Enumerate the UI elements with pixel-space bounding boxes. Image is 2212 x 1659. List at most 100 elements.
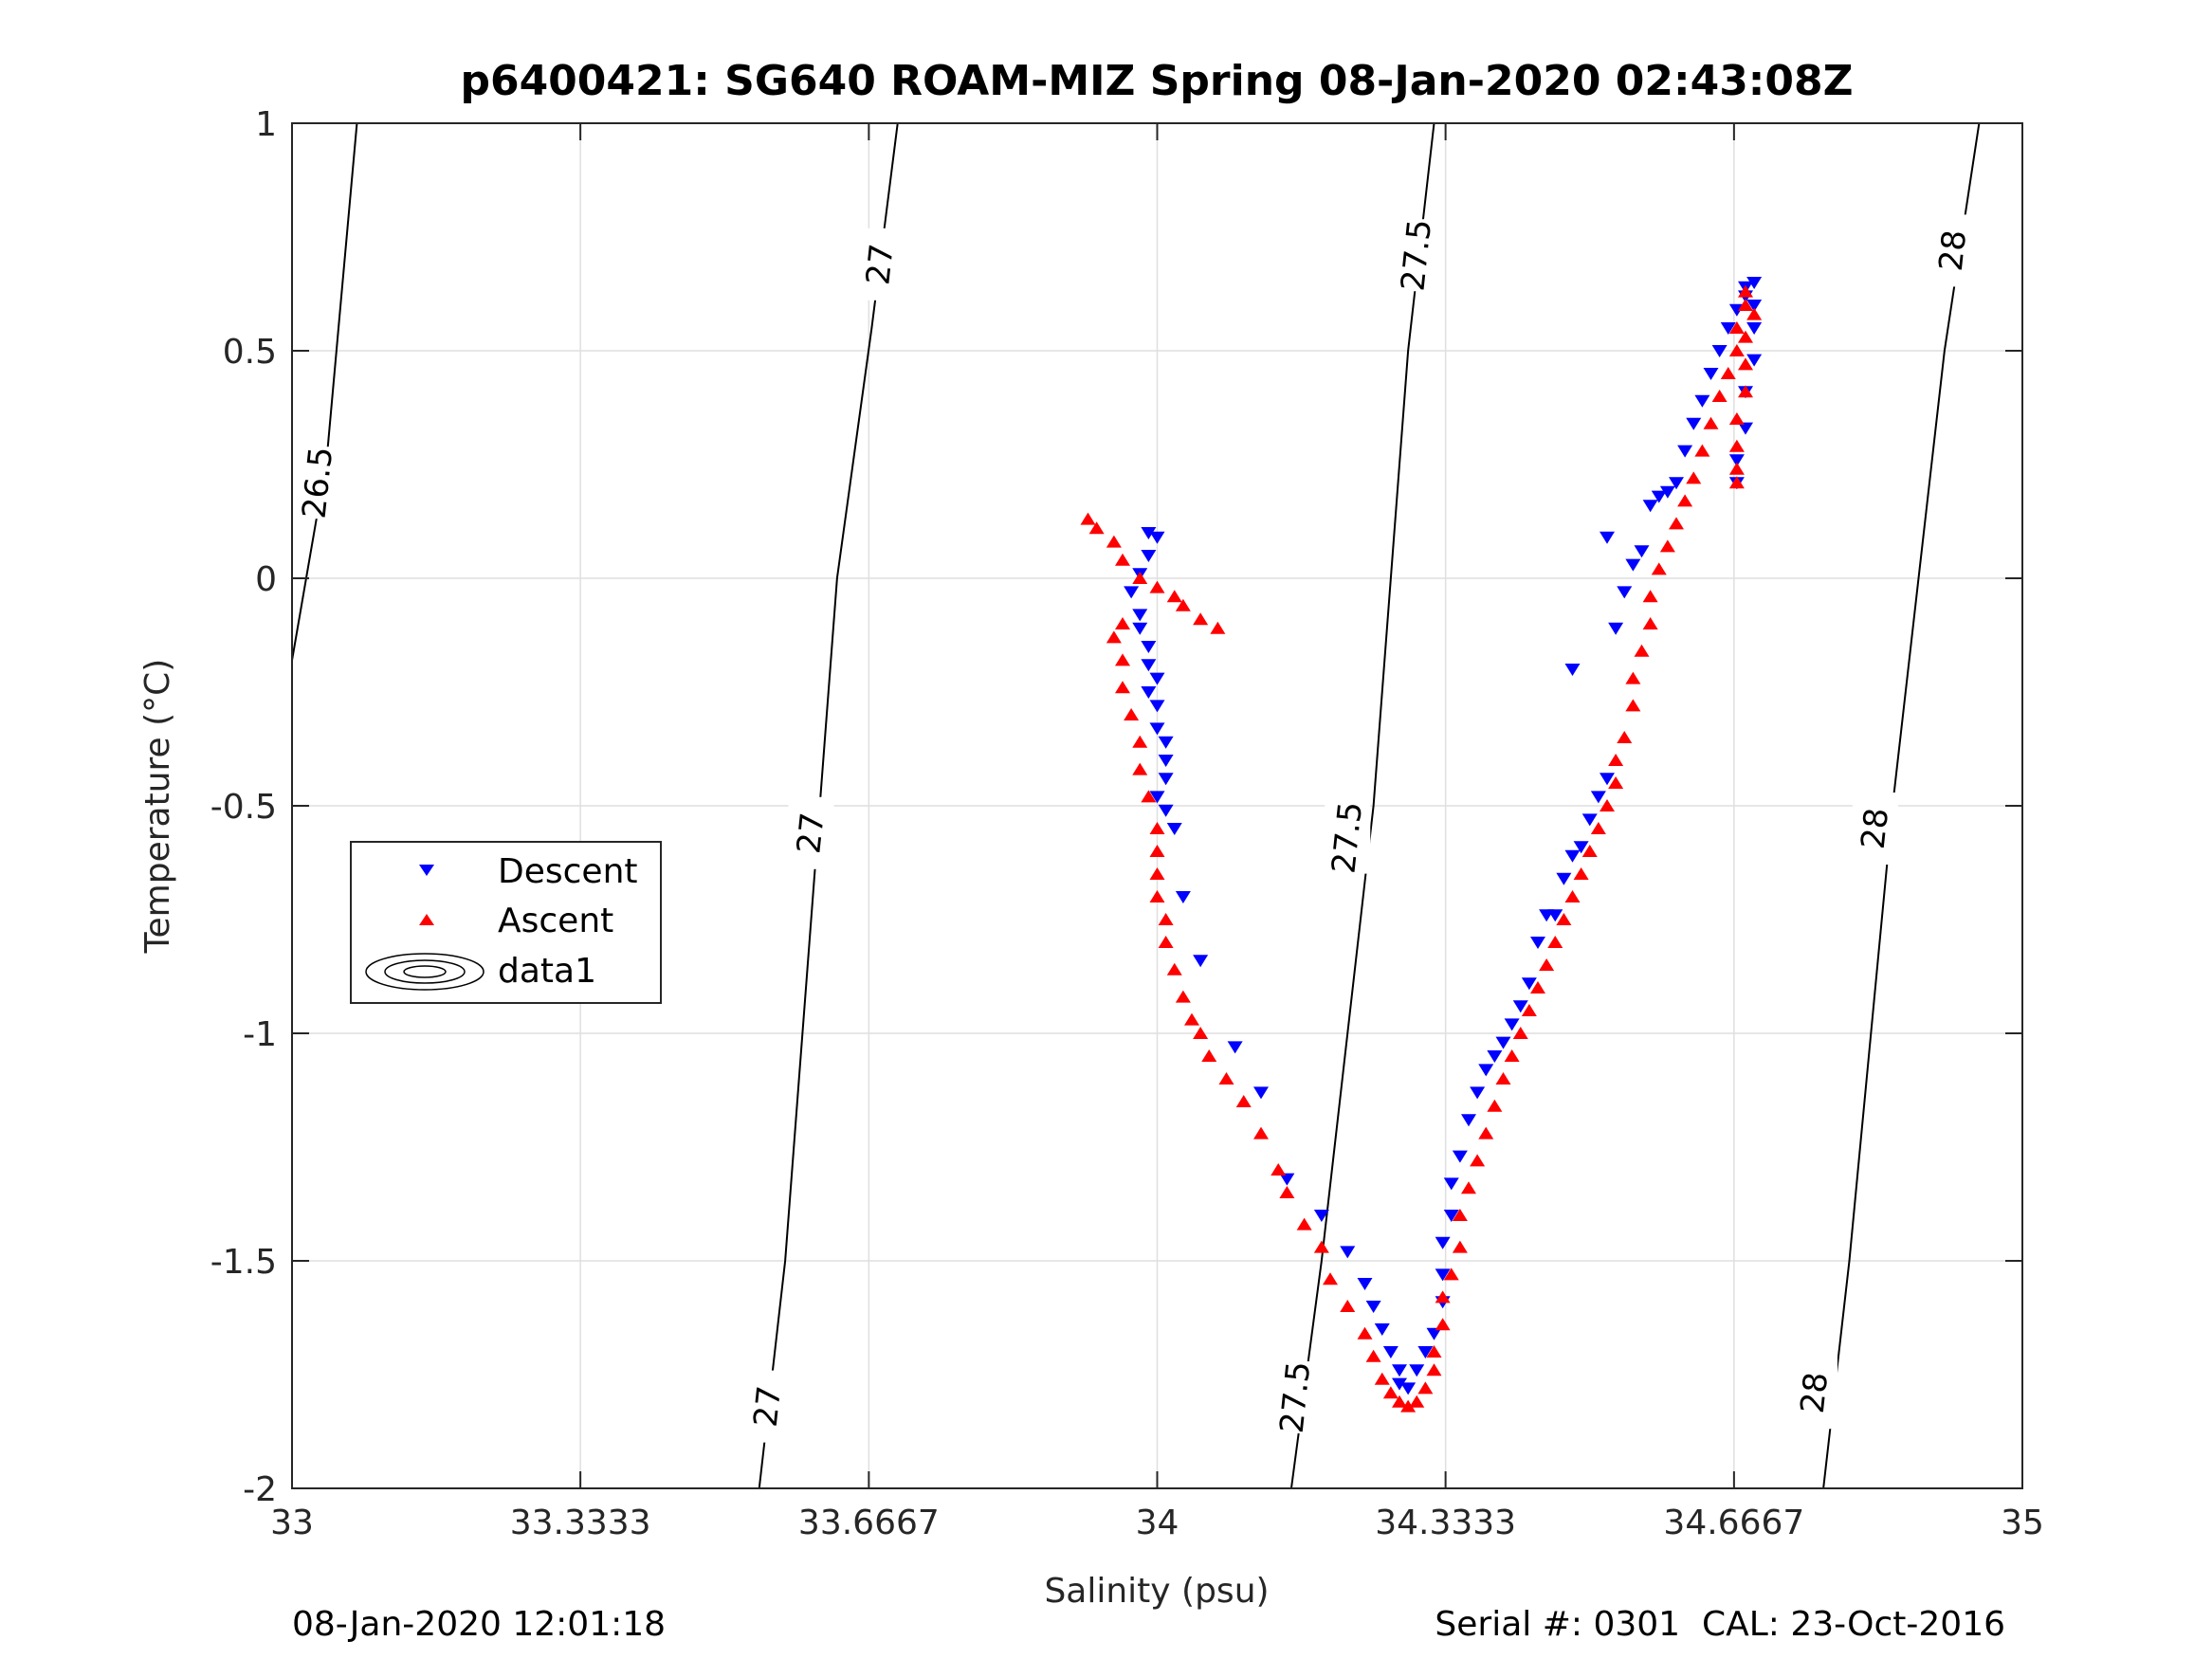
ascent-point: [1149, 867, 1165, 880]
descent-point: [1132, 622, 1148, 635]
descent-point: [1313, 1210, 1329, 1222]
descent-point: [1374, 1323, 1390, 1336]
ascent-point: [1608, 754, 1624, 766]
ascent-point: [1738, 284, 1753, 298]
descent-point: [1443, 1210, 1459, 1222]
descent-point: [1382, 1346, 1398, 1358]
legend-descent-label: Descent: [498, 852, 638, 891]
legend-ascent-marker: [419, 914, 434, 925]
ascent-point: [1357, 1326, 1373, 1340]
ascent-point: [1158, 913, 1174, 925]
contour-label-gap: [857, 228, 904, 301]
descent-point: [1521, 977, 1537, 991]
ascent-point: [1539, 958, 1555, 971]
descent-point: [1435, 1236, 1451, 1249]
ascent-point: [1132, 762, 1148, 775]
descent-point: [1132, 609, 1148, 622]
ascent-point: [1738, 330, 1753, 343]
ascent-point: [1642, 590, 1658, 603]
descent-point: [1590, 791, 1606, 804]
descent-point: [1512, 1000, 1528, 1013]
ascent-point: [1149, 890, 1165, 902]
ascent-point: [1435, 1318, 1451, 1331]
ascent-point: [1210, 621, 1226, 634]
ascent-point: [1600, 799, 1615, 811]
descent-point: [1608, 622, 1624, 635]
sigma-contour-27.5: [1289, 122, 1435, 1489]
ascent-point: [1625, 671, 1641, 684]
ascent-point: [1253, 1126, 1269, 1139]
ascent-point: [1166, 962, 1182, 975]
ascent-point: [1694, 444, 1710, 457]
contour-label: 27.5: [1394, 217, 1439, 292]
ascent-point: [1478, 1126, 1494, 1139]
ascent-point: [1530, 981, 1545, 994]
ascent-point: [1728, 321, 1745, 334]
x-tick-label: 34: [1136, 1504, 1179, 1542]
ascent-point: [1470, 1154, 1486, 1167]
legend-contour-marker: [365, 953, 484, 991]
descent-point: [1124, 586, 1140, 599]
ascent-point: [1149, 845, 1165, 857]
y-axis-label: Temperature (°C): [138, 659, 177, 955]
ascent-point: [1279, 1186, 1295, 1198]
ascent-point: [1521, 1004, 1537, 1016]
y-tick-label: -2: [243, 1470, 277, 1509]
descent-point: [1227, 1041, 1243, 1054]
descent-point: [1452, 1150, 1468, 1163]
y-tick-label: 0.5: [223, 333, 277, 372]
ascent-point: [1686, 471, 1702, 484]
ascent-point: [1235, 1095, 1252, 1107]
contour-label: 27.5: [1273, 1359, 1319, 1434]
descent-point: [1175, 891, 1191, 903]
descent-point: [1193, 955, 1209, 968]
data-series: [1080, 277, 1763, 1413]
ascent-point: [1625, 699, 1641, 712]
descent-point: [1746, 277, 1763, 289]
ascent-point: [1115, 617, 1130, 629]
descent-point: [1746, 300, 1763, 312]
contour-label: 27: [747, 1384, 789, 1429]
descent-point: [1409, 1364, 1425, 1377]
contour-label-gap: [788, 796, 834, 869]
descent-point: [1435, 1268, 1451, 1282]
ascent-point: [1703, 416, 1719, 429]
ascent-point: [1495, 1072, 1511, 1085]
ascent-point: [1738, 385, 1753, 398]
ascent-point: [1132, 735, 1148, 748]
descent-point: [1547, 909, 1563, 922]
descent-point: [1728, 454, 1745, 467]
ascent-point: [1115, 653, 1130, 666]
ascent-point: [1720, 367, 1736, 379]
descent-point: [1556, 872, 1572, 885]
ascent-point: [1271, 1163, 1287, 1176]
ascent-point: [1728, 344, 1745, 356]
descent-point: [1141, 527, 1157, 539]
descent-point: [1461, 1114, 1476, 1127]
descent-point: [1564, 849, 1581, 863]
ascent-point: [1608, 776, 1624, 789]
contour-label-gap: [744, 1370, 791, 1443]
x-tick-label: 35: [2001, 1504, 2044, 1542]
footer-timestamp: 08-Jan-2020 12:01:18: [292, 1605, 667, 1644]
y-tick-label: -1: [243, 1015, 277, 1054]
contour-label-gap: [1852, 793, 1898, 865]
descent-point: [1746, 322, 1763, 335]
ascent-point: [1738, 357, 1753, 371]
ascent-point: [1149, 822, 1165, 834]
descent-point: [1711, 345, 1728, 357]
descent-point: [1279, 1173, 1295, 1186]
descent-point: [1400, 1382, 1417, 1395]
ascent-point: [1452, 1240, 1468, 1253]
descent-point: [1149, 700, 1165, 713]
ascent-point: [1452, 1209, 1468, 1221]
descent-point: [1642, 500, 1658, 513]
descent-point: [1659, 485, 1675, 499]
contour-label: 28: [1855, 806, 1896, 850]
ascent-point: [1581, 845, 1598, 857]
descent-point: [1694, 394, 1710, 408]
ascent-point: [1634, 644, 1650, 657]
contour-label-gap: [1930, 214, 1976, 287]
ascent-point: [1124, 708, 1140, 720]
